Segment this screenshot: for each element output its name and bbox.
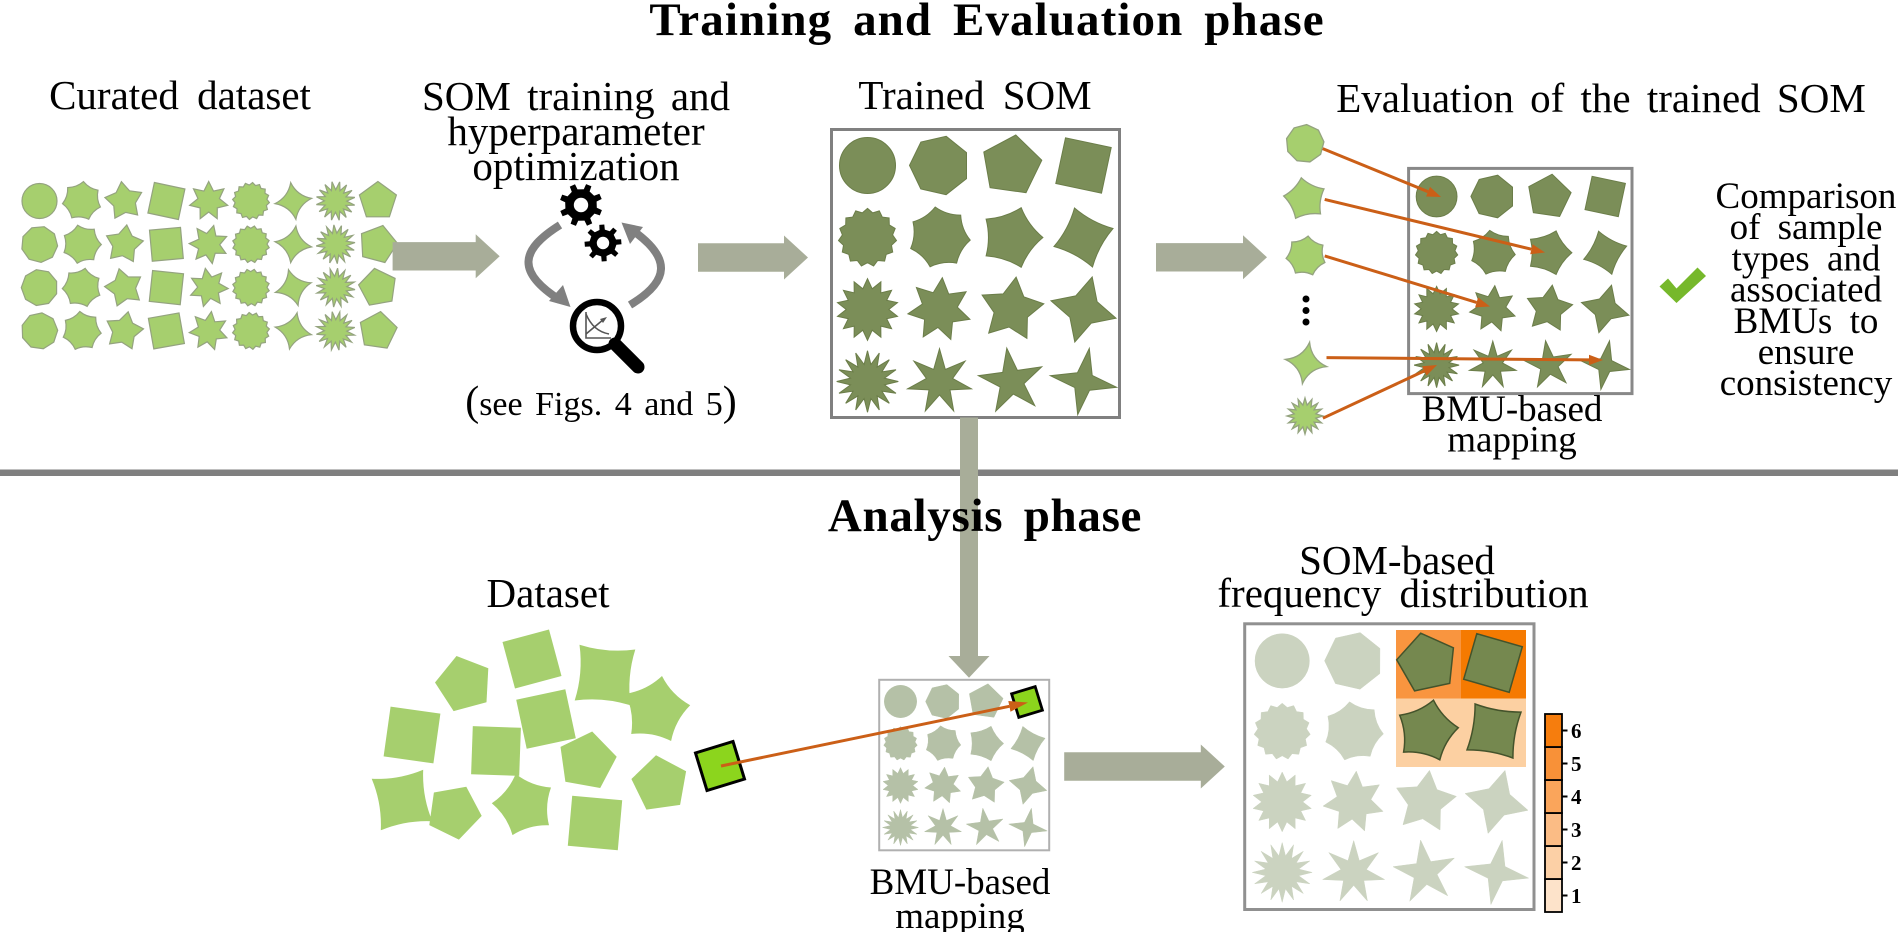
svg-text:Trained SOM: Trained SOM bbox=[858, 72, 1091, 118]
svg-text:optimization: optimization bbox=[472, 143, 679, 189]
svg-text:3: 3 bbox=[1571, 818, 1582, 842]
svg-text:Analysis phase: Analysis phase bbox=[828, 490, 1142, 542]
svg-text:frequency distribution: frequency distribution bbox=[1217, 570, 1588, 616]
svg-text:Curated dataset: Curated dataset bbox=[49, 72, 311, 118]
svg-text:of sample: of sample bbox=[1730, 207, 1883, 248]
svg-text:2: 2 bbox=[1571, 851, 1582, 875]
svg-text:Dataset: Dataset bbox=[487, 570, 611, 616]
svg-text:mapping: mapping bbox=[1447, 420, 1576, 461]
svg-text:1: 1 bbox=[1571, 884, 1582, 908]
svg-text:mapping: mapping bbox=[895, 896, 1024, 932]
svg-text:4: 4 bbox=[1571, 785, 1582, 809]
svg-text:Training and Evaluation phase: Training and Evaluation phase bbox=[649, 0, 1324, 46]
svg-text:BMUs to: BMUs to bbox=[1734, 301, 1879, 342]
svg-text:Evaluation of the trained SOM: Evaluation of the trained SOM bbox=[1336, 75, 1866, 121]
svg-text:hyperparameter: hyperparameter bbox=[447, 108, 705, 154]
svg-text:BMU-based: BMU-based bbox=[1422, 389, 1603, 430]
svg-text:SOM-based: SOM-based bbox=[1299, 537, 1495, 583]
svg-text:5: 5 bbox=[1571, 752, 1582, 776]
svg-text:types and: types and bbox=[1732, 238, 1881, 279]
svg-text:BMU-based: BMU-based bbox=[870, 862, 1051, 903]
svg-text:ensure: ensure bbox=[1758, 332, 1855, 373]
svg-text:consistency: consistency bbox=[1720, 363, 1893, 404]
svg-text:SOM training and: SOM training and bbox=[422, 73, 730, 119]
svg-text:6: 6 bbox=[1571, 719, 1582, 743]
svg-text:Comparison: Comparison bbox=[1716, 176, 1897, 217]
svg-text:(see Figs. 4 and 5): (see Figs. 4 and 5) bbox=[465, 379, 737, 425]
svg-text:associated: associated bbox=[1730, 270, 1883, 311]
